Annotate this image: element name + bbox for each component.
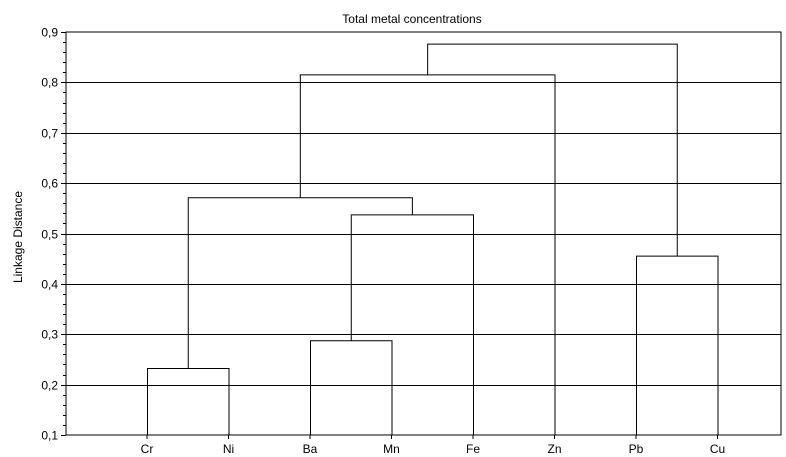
leaf-label-ni: Ni	[223, 442, 234, 456]
link-pb-cu	[636, 255, 719, 435]
link-ba-mn-fe	[350, 214, 474, 435]
dendrogram-links	[147, 43, 719, 435]
y-tick-label: 0,2	[41, 379, 58, 393]
grid-lines	[66, 82, 781, 386]
y-tick-label: 0,8	[41, 76, 58, 90]
leaf-label-pb: Pb	[629, 442, 644, 456]
y-tick-label: 0,3	[41, 328, 58, 342]
link-cr-ni-ba-mn-fe-zn-pb-cu	[427, 43, 678, 257]
chart-title: Total metal concentrations	[342, 12, 481, 26]
link-cr-ni	[147, 368, 230, 435]
link-cr-ni-ba-mn-fe-zn	[299, 74, 556, 435]
leaf-label-ba: Ba	[303, 442, 318, 456]
leaf-label-cr: Cr	[141, 442, 154, 456]
plot-frame	[65, 31, 782, 436]
y-tick-label: 0,5	[41, 228, 58, 242]
link-cr-ni-ba-mn-fe	[187, 197, 413, 369]
y-tick-label: 0,7	[41, 127, 58, 141]
y-axis-title: Linkage Distance	[11, 191, 25, 283]
y-tick-label: 0,4	[41, 278, 58, 292]
link-ba-mn	[310, 340, 393, 435]
leaf-label-zn: Zn	[547, 442, 561, 456]
y-tick-label: 0,9	[41, 26, 58, 40]
y-tick-label: 0,1	[41, 429, 58, 443]
y-tick-label: 0,6	[41, 177, 58, 191]
leaf-label-mn: Mn	[383, 442, 400, 456]
leaf-label-cu: Cu	[710, 442, 725, 456]
leaf-label-fe: Fe	[466, 442, 480, 456]
axes: 0,1 0,2 0,3 0,4 0,5 0,6 0,7 0,8 0,9 Cr Ni Ba Mn Fe Zn P…	[41, 26, 725, 457]
